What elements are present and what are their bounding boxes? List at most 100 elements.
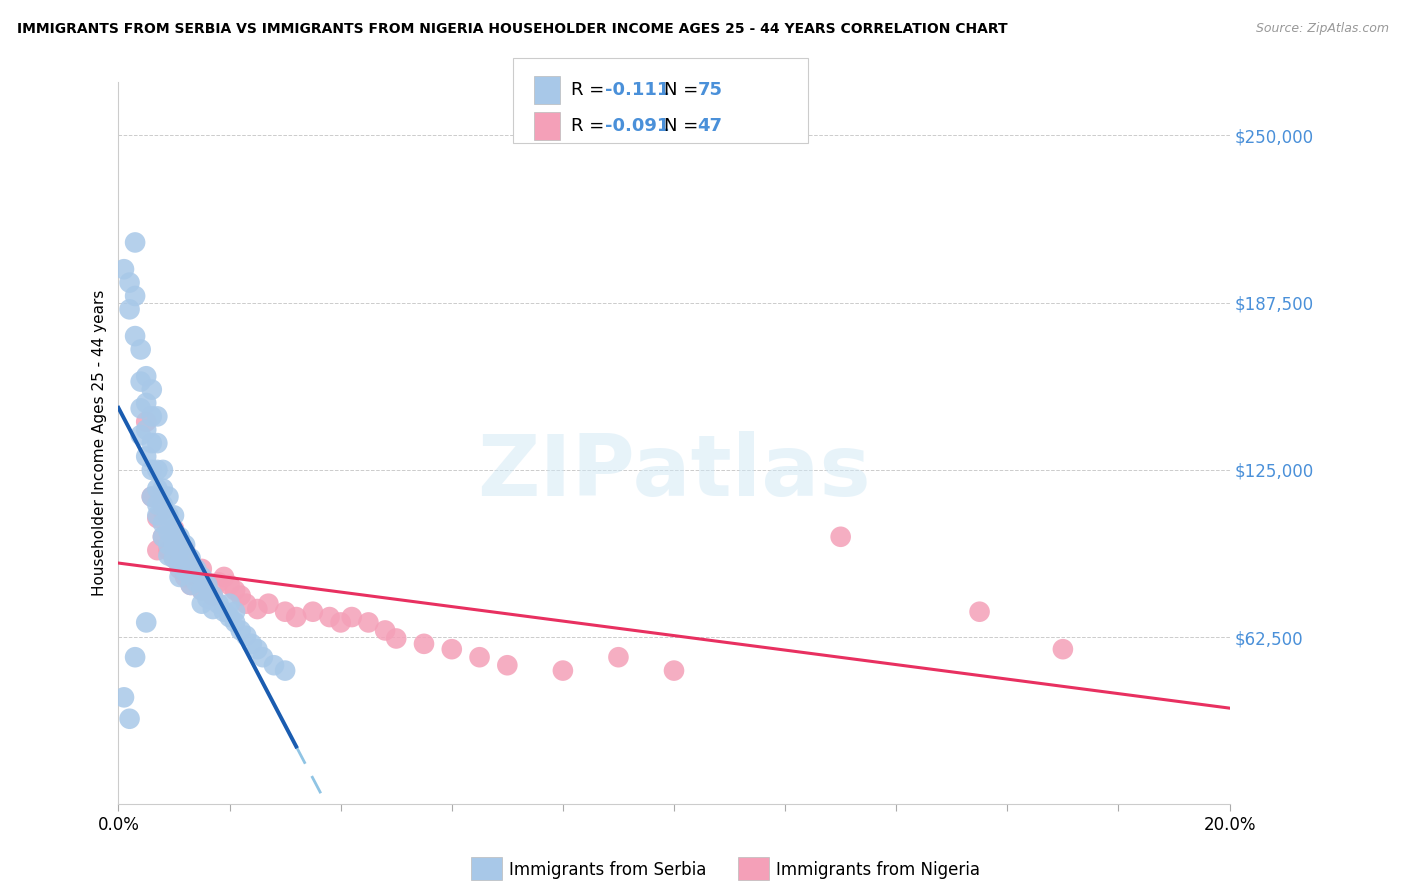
Point bbox=[357, 615, 380, 630]
Point bbox=[240, 637, 263, 651]
Point bbox=[112, 690, 135, 705]
Point bbox=[135, 369, 157, 384]
Point bbox=[146, 511, 169, 525]
Point bbox=[163, 522, 186, 536]
Point bbox=[195, 575, 218, 590]
Point bbox=[146, 463, 169, 477]
Point bbox=[112, 262, 135, 277]
Point bbox=[551, 664, 574, 678]
Point bbox=[235, 597, 257, 611]
Point bbox=[212, 605, 235, 619]
Point bbox=[169, 570, 191, 584]
Point bbox=[146, 543, 169, 558]
Point bbox=[129, 401, 152, 416]
Point bbox=[224, 615, 246, 630]
Point bbox=[124, 329, 146, 343]
Point bbox=[174, 570, 197, 584]
Point bbox=[186, 570, 208, 584]
Point bbox=[191, 597, 214, 611]
Point bbox=[135, 615, 157, 630]
Text: Immigrants from Serbia: Immigrants from Serbia bbox=[509, 861, 706, 879]
Point bbox=[191, 583, 214, 598]
Point bbox=[157, 490, 180, 504]
Point bbox=[207, 575, 229, 590]
Point bbox=[174, 538, 197, 552]
Point bbox=[152, 530, 174, 544]
Point bbox=[146, 508, 169, 523]
Point bbox=[186, 562, 208, 576]
Point bbox=[141, 463, 163, 477]
Point bbox=[229, 624, 252, 638]
Point bbox=[329, 615, 352, 630]
Point bbox=[157, 549, 180, 563]
Point bbox=[207, 597, 229, 611]
Text: ZIPatlas: ZIPatlas bbox=[477, 431, 870, 514]
Point bbox=[124, 235, 146, 250]
Point bbox=[157, 543, 180, 558]
Point bbox=[285, 610, 308, 624]
Point bbox=[180, 557, 202, 571]
Point bbox=[186, 575, 208, 590]
Point bbox=[1052, 642, 1074, 657]
Text: Immigrants from Nigeria: Immigrants from Nigeria bbox=[776, 861, 980, 879]
Point bbox=[163, 538, 186, 552]
Point bbox=[195, 591, 218, 606]
Point bbox=[413, 637, 436, 651]
Text: R =: R = bbox=[571, 81, 610, 99]
Point bbox=[201, 589, 224, 603]
Point bbox=[169, 557, 191, 571]
Point bbox=[263, 658, 285, 673]
Point bbox=[152, 530, 174, 544]
Point bbox=[152, 503, 174, 517]
Point bbox=[235, 629, 257, 643]
Point bbox=[662, 664, 685, 678]
Point bbox=[607, 650, 630, 665]
Point bbox=[302, 605, 325, 619]
Point bbox=[212, 570, 235, 584]
Text: -0.091: -0.091 bbox=[605, 117, 669, 135]
Point bbox=[218, 610, 240, 624]
Point bbox=[141, 490, 163, 504]
Point bbox=[195, 578, 218, 592]
Point bbox=[135, 396, 157, 410]
Point bbox=[169, 562, 191, 576]
Y-axis label: Householder Income Ages 25 - 44 years: Householder Income Ages 25 - 44 years bbox=[93, 290, 107, 597]
Text: 47: 47 bbox=[697, 117, 723, 135]
Point bbox=[274, 664, 297, 678]
Point bbox=[246, 642, 269, 657]
Point bbox=[174, 565, 197, 579]
Point bbox=[180, 578, 202, 592]
Point bbox=[169, 543, 191, 558]
Point bbox=[163, 551, 186, 566]
Point bbox=[252, 650, 274, 665]
Point bbox=[257, 597, 280, 611]
Point bbox=[141, 490, 163, 504]
Point bbox=[163, 524, 186, 539]
Point bbox=[218, 578, 240, 592]
Text: -0.111: -0.111 bbox=[605, 81, 669, 99]
Point bbox=[180, 578, 202, 592]
Point bbox=[124, 650, 146, 665]
Point bbox=[152, 482, 174, 496]
Point bbox=[135, 415, 157, 429]
Point bbox=[141, 409, 163, 424]
Point bbox=[135, 450, 157, 464]
Point bbox=[229, 589, 252, 603]
Point bbox=[191, 570, 214, 584]
Point bbox=[374, 624, 396, 638]
Point bbox=[141, 383, 163, 397]
Point bbox=[124, 289, 146, 303]
Point bbox=[157, 508, 180, 523]
Point bbox=[129, 428, 152, 442]
Point bbox=[318, 610, 340, 624]
Point bbox=[146, 436, 169, 450]
Point bbox=[118, 276, 141, 290]
Point bbox=[385, 632, 408, 646]
Point bbox=[146, 498, 169, 512]
Point bbox=[152, 516, 174, 531]
Point bbox=[440, 642, 463, 657]
Point bbox=[163, 508, 186, 523]
Point bbox=[157, 524, 180, 539]
Text: N =: N = bbox=[664, 81, 703, 99]
Point bbox=[174, 543, 197, 558]
